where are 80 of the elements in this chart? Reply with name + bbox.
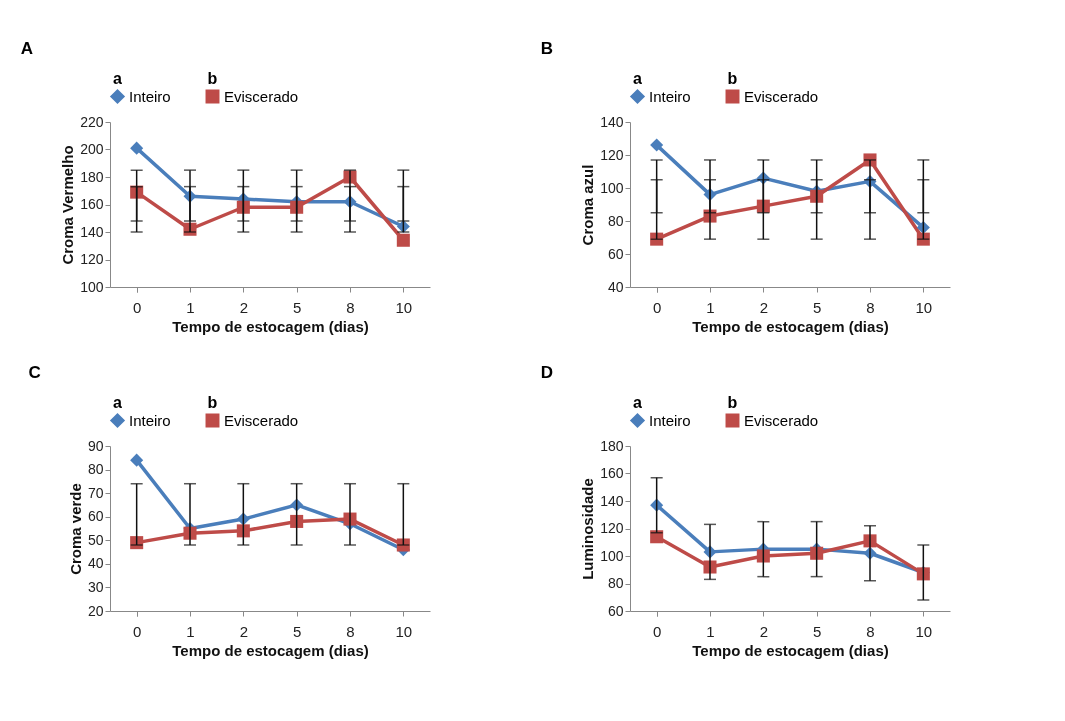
legend-label: Inteiro xyxy=(649,411,691,429)
x-tick-label: 0 xyxy=(652,622,662,640)
x-axis-title: Tempo de estocagem (dias) xyxy=(172,317,369,335)
x-tick-label: 10 xyxy=(915,622,933,640)
y-tick-label: 220 xyxy=(80,113,104,130)
x-tick-label: 0 xyxy=(652,298,662,316)
text: b xyxy=(207,394,218,412)
x-tick-label: 2 xyxy=(239,298,249,316)
chart-title: D xyxy=(540,363,553,382)
y-tick-label: 160 xyxy=(600,465,624,481)
text: b xyxy=(727,70,738,88)
y-tick-label: 100 xyxy=(600,179,624,196)
text: a xyxy=(113,394,122,412)
legend-label: Inteiro xyxy=(649,87,691,105)
x-tick-label: 5 xyxy=(292,622,302,640)
chart-title: A xyxy=(20,39,33,58)
y-tick-label: 180 xyxy=(80,168,104,185)
x-tick-label: 1 xyxy=(186,622,195,640)
x-tick-label: 8 xyxy=(346,622,355,640)
legend-label: Inteiro xyxy=(129,411,171,429)
text: b xyxy=(727,394,738,412)
y-tick-label: 120 xyxy=(600,146,624,163)
y-tick-label: 120 xyxy=(80,251,104,267)
x-tick-label: 1 xyxy=(186,298,195,316)
y-tick-label: 40 xyxy=(607,278,624,295)
text: a xyxy=(633,70,642,88)
text: a xyxy=(113,70,122,88)
x-tick-label: 8 xyxy=(866,622,875,640)
x-tick-label: 2 xyxy=(239,622,249,640)
y-tick-label: 60 xyxy=(607,245,624,262)
y-tick-label: 50 xyxy=(87,531,104,548)
legend-label: Eviscerado xyxy=(744,87,819,105)
y-tick-label: 100 xyxy=(80,278,104,295)
y-tick-label: 80 xyxy=(607,212,624,229)
y-tick-label: 140 xyxy=(600,492,624,509)
x-tick-label: 10 xyxy=(915,298,933,316)
text: b xyxy=(207,70,218,88)
y-tick-label: 70 xyxy=(87,484,104,501)
y-tick-label: 120 xyxy=(600,520,624,536)
y-tick-label: 140 xyxy=(80,223,104,240)
y-tick-label: 100 xyxy=(600,547,624,564)
x-axis-title: Tempo de estocagem (dias) xyxy=(692,641,889,659)
y-tick-label: 180 xyxy=(600,437,624,454)
y-tick-label: 160 xyxy=(80,196,104,212)
y-axis-title: Croma Vermelho xyxy=(59,145,77,265)
y-tick-label: 140 xyxy=(600,113,624,130)
x-axis-title: Tempo de estocagem (dias) xyxy=(172,641,369,659)
x-tick-label: 5 xyxy=(292,298,302,316)
x-tick-label: 10 xyxy=(395,622,413,640)
x-tick-label: 0 xyxy=(132,298,142,316)
y-tick-label: 90 xyxy=(87,437,104,454)
y-tick-label: 60 xyxy=(607,602,624,619)
y-tick-label: 30 xyxy=(87,578,104,595)
text: a xyxy=(633,394,642,412)
x-tick-label: 1 xyxy=(706,298,715,316)
legend-label: Inteiro xyxy=(129,87,171,105)
x-axis-title: Tempo de estocagem (dias) xyxy=(692,317,889,335)
y-axis-title: Croma azul xyxy=(579,164,597,246)
x-tick-label: 0 xyxy=(132,622,142,640)
x-tick-label: 2 xyxy=(759,298,769,316)
legend-label: Eviscerado xyxy=(224,87,299,105)
x-tick-label: 8 xyxy=(866,298,875,316)
legend-label: Eviscerado xyxy=(744,411,819,429)
y-tick-label: 40 xyxy=(87,555,104,572)
x-tick-label: 10 xyxy=(395,298,413,316)
chart-title: B xyxy=(540,39,553,58)
y-tick-label: 80 xyxy=(87,461,104,478)
y-tick-label: 60 xyxy=(87,508,104,525)
y-axis-title: Croma verde xyxy=(66,483,84,575)
chart-title: C xyxy=(28,363,41,382)
x-tick-label: 8 xyxy=(346,298,355,316)
x-tick-label: 2 xyxy=(759,622,769,640)
y-axis-title: Luminosidade xyxy=(579,478,597,580)
y-tick-label: 20 xyxy=(87,602,104,619)
x-tick-label: 5 xyxy=(812,622,822,640)
y-tick-label: 200 xyxy=(80,141,104,157)
y-tick-label: 80 xyxy=(607,575,624,591)
x-tick-label: 5 xyxy=(812,298,822,316)
x-tick-label: 1 xyxy=(706,622,715,640)
legend-label: Eviscerado xyxy=(224,411,299,429)
